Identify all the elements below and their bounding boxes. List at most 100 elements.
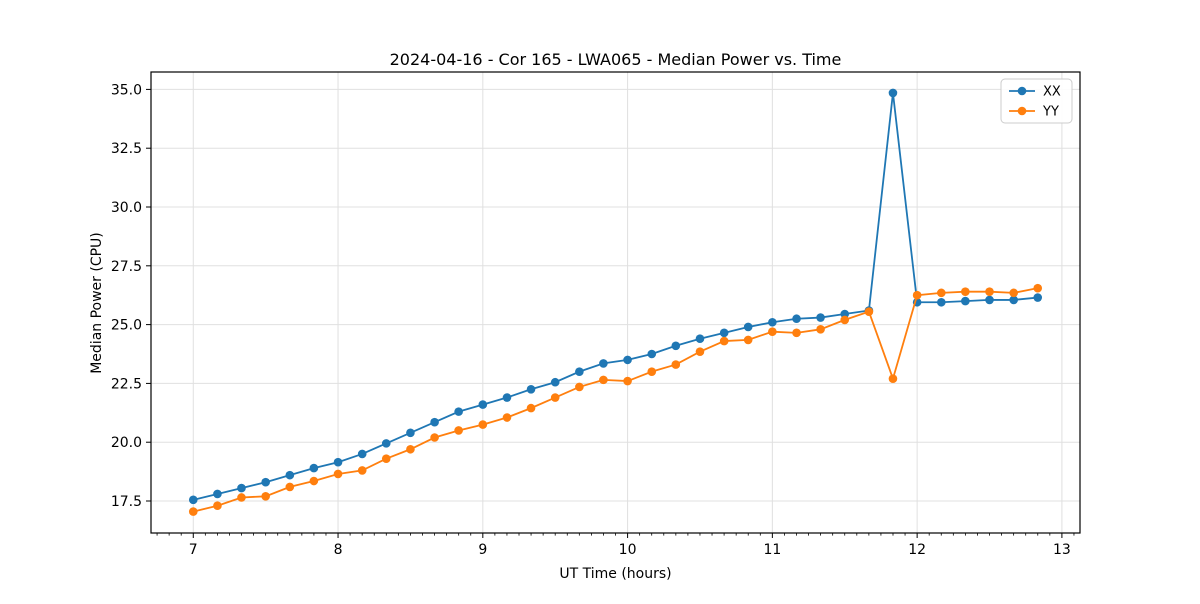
legend-marker-sample: [1017, 86, 1027, 96]
series-XX-marker: [381, 439, 391, 448]
series-YY-marker: [1033, 283, 1043, 293]
series-XX-marker: [188, 495, 198, 505]
chart-title: 2024-04-16 - Cor 165 - LWA065 - Median P…: [389, 50, 842, 69]
series-XX-marker: [285, 470, 295, 480]
series-YY-line: [193, 287, 1038, 513]
series-XX-line: [193, 92, 1038, 501]
series-XX-marker: [213, 489, 222, 499]
series-XX-marker: [454, 407, 463, 416]
series-YY-marker: [237, 493, 246, 502]
series-XX-marker: [333, 457, 343, 467]
y-tick-label: 30.0: [111, 200, 142, 216]
series-XX-marker: [237, 483, 246, 493]
series-YY-marker: [309, 476, 319, 486]
legend-entry-YY: YY: [1009, 105, 1059, 120]
series-YY-marker: [454, 426, 463, 435]
legend-label: YY: [1042, 105, 1059, 120]
series-YY-marker: [430, 433, 439, 442]
legend: XX YY: [1000, 78, 1073, 124]
series-YY-marker: [623, 376, 632, 386]
legend-entry-XX: XX: [1009, 85, 1061, 100]
series-YY-marker: [381, 454, 391, 463]
series-YY-marker: [550, 393, 560, 402]
series-XX-marker: [647, 349, 657, 359]
series-YY-marker: [864, 307, 874, 316]
y-tick-label: 25.0: [111, 318, 142, 334]
series-XX-marker: [526, 384, 536, 394]
series-XX-marker: [406, 428, 415, 438]
series-YY-marker: [333, 469, 343, 479]
legend-label: XX: [1043, 85, 1061, 100]
series-XX-marker: [961, 296, 970, 306]
y-tick-label: 17.5: [111, 494, 142, 510]
series-YY-marker: [599, 375, 608, 385]
series-YY-marker: [526, 403, 536, 413]
series-XX-marker: [575, 367, 584, 376]
series-XX-marker: [1009, 295, 1018, 305]
series-XX-marker: [792, 314, 801, 324]
x-tick-label: 7: [189, 542, 198, 558]
series-XX-marker: [550, 377, 560, 387]
x-tick-label: 12: [908, 542, 926, 558]
y-tick-label: 22.5: [111, 376, 142, 392]
series-XX-marker: [430, 417, 439, 427]
series-XX-marker: [357, 449, 367, 459]
series-YY-marker: [285, 482, 295, 492]
series-YY-marker: [743, 335, 753, 345]
legend-marker-sample: [1017, 106, 1027, 116]
series-XX-marker: [719, 328, 729, 338]
series-XX-marker: [743, 322, 753, 332]
series-YY-marker: [937, 288, 946, 298]
series-XX-marker: [671, 341, 681, 351]
y-tick-label: 20.0: [111, 435, 142, 451]
series-XX-marker: [1033, 293, 1043, 302]
series-YY-marker: [575, 382, 584, 392]
series-XX-marker: [985, 295, 994, 305]
series-YY-marker: [406, 444, 415, 454]
series-YY-marker: [840, 315, 850, 325]
x-tick-label: 8: [334, 542, 343, 558]
series-XX-marker: [502, 393, 512, 402]
series-XX-marker: [309, 463, 319, 473]
series-YY-marker: [502, 413, 512, 422]
y-tick-label: 32.5: [111, 141, 142, 157]
series-XX-marker: [478, 400, 488, 409]
x-tick-label: 11: [763, 542, 781, 558]
series-XX-marker: [623, 355, 632, 365]
series-YY-marker: [647, 367, 657, 376]
series-YY-marker: [478, 420, 488, 429]
series-XX-marker: [768, 317, 777, 327]
series-YY-marker: [213, 501, 222, 511]
x-tick-label: 10: [619, 542, 637, 558]
x-tick-label: 13: [1053, 542, 1071, 558]
series-YY-marker: [1009, 288, 1018, 298]
series-YY-marker: [671, 360, 681, 369]
series-YY-marker: [188, 507, 198, 516]
y-tick-label: 27.5: [111, 259, 142, 275]
series-XX-marker: [937, 297, 946, 307]
series-XX-marker: [840, 309, 850, 319]
x-axis-label: UT Time (hours): [559, 566, 672, 582]
series-YY-marker: [816, 325, 825, 334]
series-XX-marker: [695, 334, 705, 344]
series-XX-marker: [261, 477, 270, 487]
legend-box: [1000, 78, 1073, 124]
series-YY-marker: [792, 328, 801, 338]
series-YY-marker: [888, 374, 898, 384]
series-YY-marker: [912, 290, 922, 300]
series-YY-marker: [985, 287, 994, 296]
plot-frame: [150, 71, 1081, 534]
series-YY-marker: [357, 466, 367, 475]
series-YY-marker: [719, 336, 729, 346]
series-YY-marker: [261, 492, 270, 501]
y-tick-label: 35.0: [111, 82, 142, 98]
x-tick-label: 9: [478, 542, 487, 558]
series-XX-marker: [888, 88, 898, 98]
series-XX-marker: [816, 313, 825, 322]
series-YY-marker: [695, 347, 705, 356]
series-YY-marker: [961, 287, 970, 296]
series-XX-marker: [599, 359, 608, 368]
series-YY-marker: [768, 327, 777, 336]
